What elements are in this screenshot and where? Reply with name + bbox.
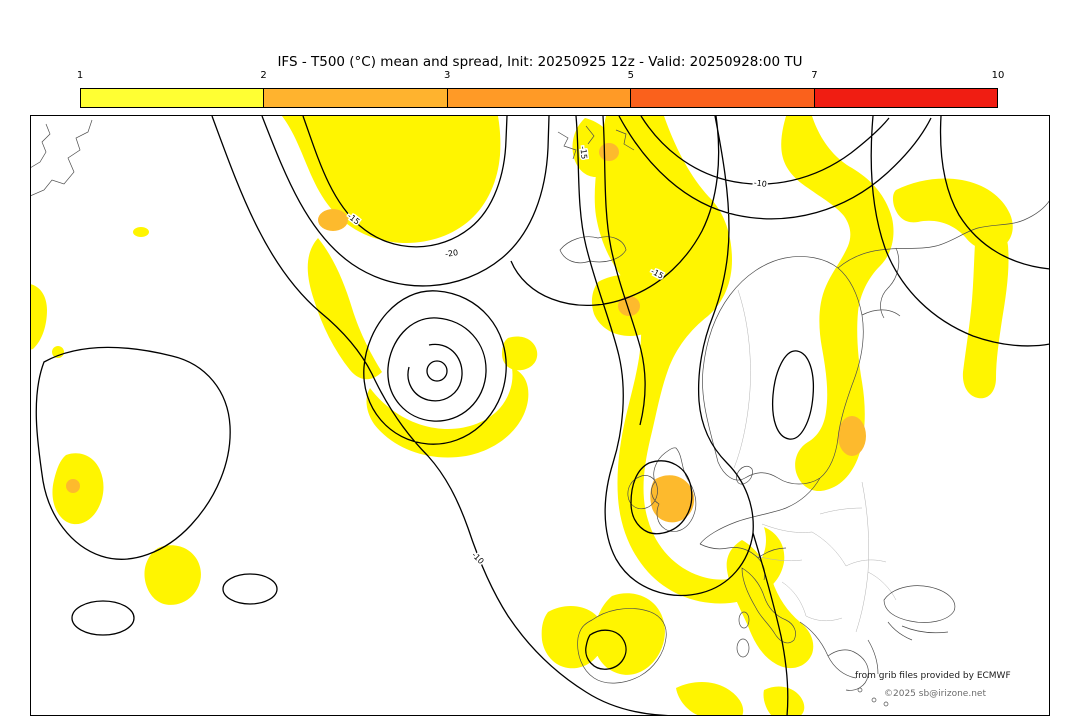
colorbar-segment bbox=[814, 89, 998, 107]
colorbar-tick-label: 10 bbox=[991, 70, 1005, 81]
colorbar-tick-label: 7 bbox=[811, 70, 818, 81]
temperature-contours bbox=[35, 115, 1050, 716]
attribution-source: from grib files provided by ECMWF bbox=[855, 671, 1011, 681]
colorbar bbox=[80, 88, 998, 108]
spread-shading-yellow bbox=[30, 116, 1013, 716]
attribution-copyright: ©2025 sb@irizone.net bbox=[884, 689, 986, 699]
colorbar-tick-label: 3 bbox=[444, 70, 451, 81]
contour-label: -15 bbox=[578, 146, 588, 160]
colorbar-segment bbox=[631, 89, 815, 107]
chart-title: IFS - T500 (°C) mean and spread, Init: 2… bbox=[277, 54, 803, 70]
contour-label: -10 bbox=[470, 550, 486, 566]
contour-label: -10 bbox=[753, 178, 767, 189]
colorbar-tick-label: 2 bbox=[260, 70, 267, 81]
contour-label: -20 bbox=[445, 248, 459, 259]
colorbar-segment bbox=[447, 89, 632, 107]
country-borders bbox=[733, 289, 897, 633]
colorbar-ticks: 1 2 3 5 7 10 bbox=[76, 70, 1005, 84]
colorbar-tick-label: 1 bbox=[76, 70, 84, 81]
colorbar-segment bbox=[81, 89, 265, 107]
map-frame bbox=[30, 115, 1050, 716]
map-layers: -15-20-15-15-10-10 bbox=[30, 115, 1050, 716]
colorbar-tick-label: 5 bbox=[627, 70, 634, 81]
coastlines bbox=[30, 119, 1050, 707]
colorbar-segment bbox=[264, 89, 448, 107]
